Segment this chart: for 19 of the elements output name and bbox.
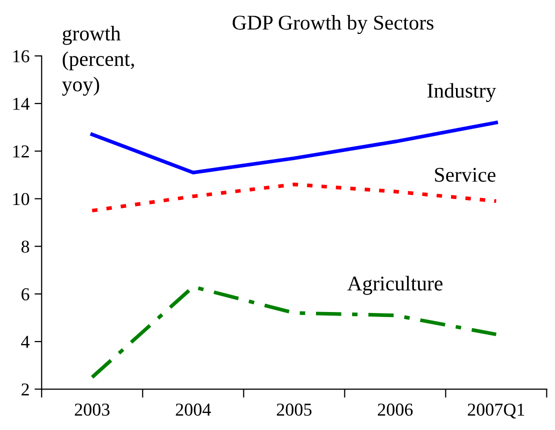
x-tick-label: 2004 xyxy=(176,404,211,416)
y-tick-label: 6 xyxy=(22,288,30,300)
y-axis-title: growth (percent, yoy) xyxy=(62,26,134,96)
y-tick-label: 16 xyxy=(13,50,30,62)
x-tick-label: 2007Q1 xyxy=(468,404,524,418)
y-tick-label: 12 xyxy=(13,145,29,158)
x-tick-label: 2003 xyxy=(74,404,110,416)
line-series xyxy=(90,182,498,212)
x-tick-label: 2005 xyxy=(276,404,312,416)
y-tick-label: 8 xyxy=(21,240,30,253)
y-tick-label: 4 xyxy=(21,336,30,348)
y-tick-label: 10 xyxy=(13,192,30,206)
series-label: Agriculture xyxy=(347,276,442,295)
chart-title: GDP Growth by Sectors xyxy=(232,15,434,34)
y-tick-label: 14 xyxy=(13,98,30,110)
series-label: Industry xyxy=(427,83,496,102)
y-tick-label: 2 xyxy=(22,383,29,396)
x-tick-label: 2006 xyxy=(378,404,413,416)
series-label: Service xyxy=(435,168,496,182)
